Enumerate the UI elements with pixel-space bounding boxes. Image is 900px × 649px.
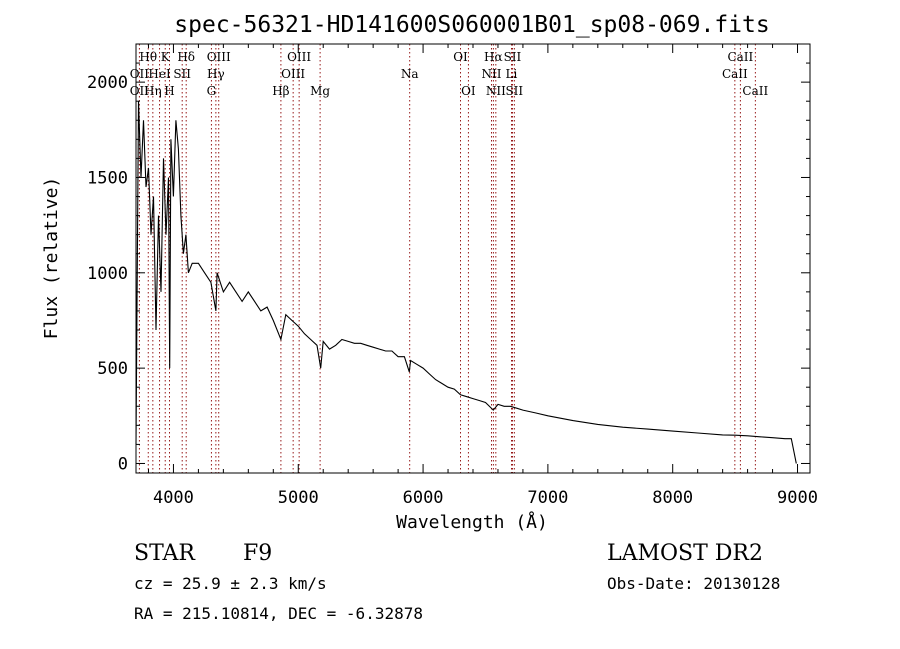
- spectral-line-label: K: [161, 50, 171, 64]
- spectral-line-label: OI: [461, 84, 476, 98]
- spectral-line-label: CaII: [727, 50, 753, 64]
- spectral-line-label: SII: [173, 67, 191, 81]
- spectral-line-label: G: [207, 84, 217, 98]
- x-tick-label: 4000: [153, 488, 194, 508]
- spectral-line-label: HeI: [148, 67, 171, 81]
- spectral-line-label: OIII: [281, 67, 305, 81]
- y-tick-label: 1000: [87, 264, 128, 284]
- spectral-line-label: OII: [130, 67, 150, 81]
- spectral-line-label: Hδ: [177, 50, 195, 64]
- spectral-line-label: Hβ: [272, 84, 289, 98]
- spectral-line-label: Mg: [310, 84, 330, 98]
- y-tick-label: 2000: [87, 73, 128, 93]
- x-tick-label: 6000: [403, 488, 444, 508]
- x-axis-label: Wavelength (Å): [396, 511, 548, 533]
- x-axis-ticks: 4000 5000 6000 7000 8000 9000: [147, 44, 818, 508]
- spectrum-line: [135, 101, 797, 464]
- x-tick-label: 9000: [777, 488, 818, 508]
- spectral-line-label: NII: [481, 67, 501, 81]
- spectral-line-label: Hα: [484, 50, 503, 64]
- survey-name: LAMOST DR2: [607, 541, 763, 566]
- spectral-line-label: Hθ: [139, 50, 157, 64]
- y-tick-label: 0: [118, 454, 128, 474]
- spectral-line-label: OIII: [287, 50, 311, 64]
- y-tick-label: 1500: [87, 168, 128, 188]
- spectral-line-label: CaII: [742, 84, 768, 98]
- spectral-line-markers: [138, 44, 756, 473]
- spectral-line-label: NII: [486, 84, 506, 98]
- spectral-line-labels: Hθ OII OII K HeI Hη Hδ SII H OIII Hγ G OIII OIII Hβ Mg N…: [130, 50, 769, 98]
- spectral-line-label: Hη: [144, 84, 162, 98]
- y-tick-label: 500: [97, 359, 128, 379]
- spectral-line-label: OIII: [207, 50, 231, 64]
- spectral-line-label: Na: [401, 67, 419, 81]
- plot-frame: [135, 43, 811, 474]
- spectral-line-label: SII: [504, 50, 522, 64]
- spectral-line-label: SII: [505, 84, 523, 98]
- spectral-line-label: Hγ: [207, 67, 225, 81]
- object-class: STAR: [134, 541, 196, 566]
- chart-title: spec-56321-HD141600S060001B01_sp08-069.f…: [174, 12, 769, 38]
- spectral-line-label: CaII: [722, 67, 748, 81]
- y-axis-ticks: 0 500 1000 1500 2000: [87, 62, 810, 474]
- x-tick-label: 7000: [527, 488, 568, 508]
- x-tick-label: 5000: [278, 488, 319, 508]
- spectral-line-label: Li: [506, 67, 518, 81]
- x-tick-label: 8000: [652, 488, 693, 508]
- ra-dec-coordinates: RA = 215.10814, DEC = -6.32878: [134, 604, 423, 623]
- redshift-cz: cz = 25.9 ± 2.3 km/s: [134, 574, 327, 593]
- observation-date: Obs-Date: 20130128: [607, 574, 780, 593]
- spectral-line-label: OI: [453, 50, 468, 64]
- y-axis-label: Flux (relative): [41, 177, 62, 340]
- spectral-line-label: H: [164, 84, 174, 98]
- spectral-line-label: OII: [130, 84, 150, 98]
- object-subclass: F9: [243, 541, 272, 566]
